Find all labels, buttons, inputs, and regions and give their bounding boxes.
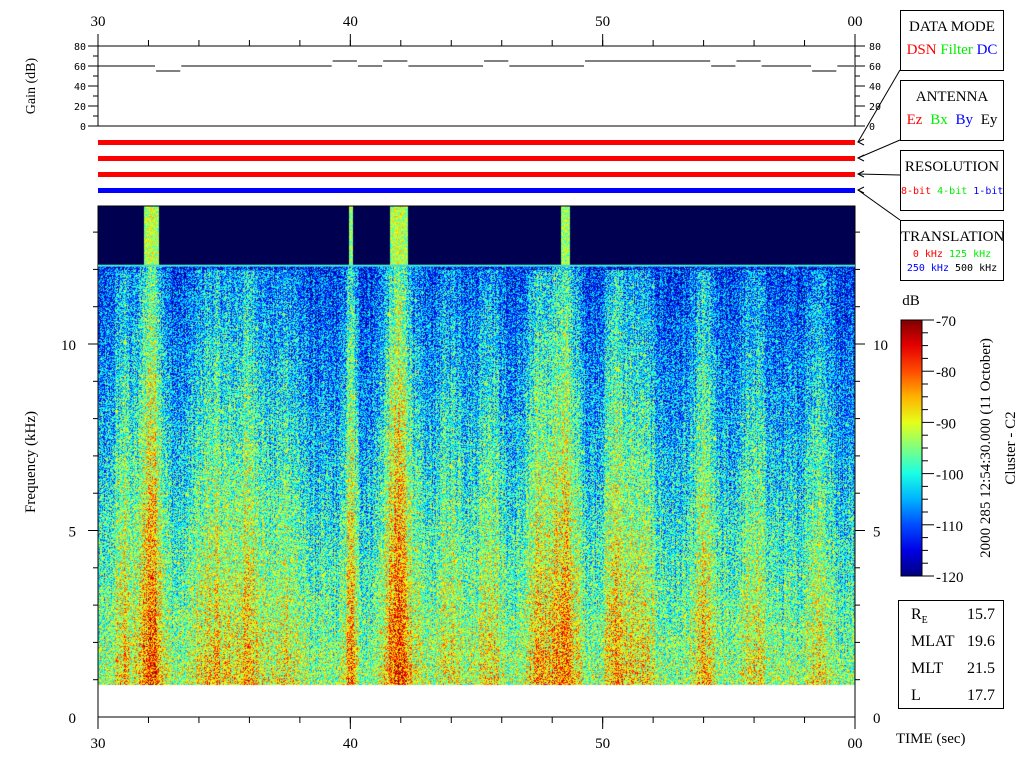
status-bar-resolution xyxy=(98,172,855,177)
info-row: RE 15.7 xyxy=(899,602,1003,628)
info-label: MLAT xyxy=(911,633,955,650)
info-row: L 17.7 xyxy=(899,683,1003,709)
time-tick-label-top: 50 xyxy=(595,14,610,30)
info-label: MLT xyxy=(911,660,944,677)
time-tick-label-top: 00 xyxy=(848,14,863,30)
resolution-title: RESOLUTION xyxy=(904,159,1000,175)
arrow-icon xyxy=(856,170,865,178)
legend-item: 0 kHz xyxy=(912,249,943,260)
time-tick-label: 30 xyxy=(91,736,106,752)
legend-item: 125 kHz xyxy=(948,249,992,260)
translation-legend: TRANSLATION 0 kHz 125 kHz 250 kHz 500 kH… xyxy=(900,220,1004,281)
info-row: MLAT 19.6 xyxy=(899,629,1003,655)
data-mode-legend: DATA MODE DSN Filter DC xyxy=(900,10,1004,71)
status-bar-translation xyxy=(98,188,855,193)
arrow-icon xyxy=(856,154,865,162)
info-label: L xyxy=(911,687,921,704)
legend-item: 8-bit xyxy=(901,186,932,197)
side-title: 2000 285 12:54:30.000 (11 October) xyxy=(978,338,994,558)
legend-item: DC xyxy=(976,42,998,58)
spacecraft-label: Cluster - C2 xyxy=(1003,411,1019,484)
info-value: 21.5 xyxy=(967,660,995,677)
time-tick-label-top: 40 xyxy=(343,14,358,30)
legend-item: Bx xyxy=(930,112,948,128)
freq-axis-label: Frequency (kHz) xyxy=(23,411,39,513)
translation-title: TRANSLATION xyxy=(901,229,1005,245)
colorbar-tick-label: -120 xyxy=(936,570,964,586)
gain-tick-label: 40 xyxy=(74,82,86,93)
time-tick-label: 40 xyxy=(343,736,358,752)
status-bar-data-mode xyxy=(98,140,855,145)
colorbar-tick-label: -110 xyxy=(936,519,963,535)
gain-tick-label: 60 xyxy=(869,62,881,73)
gain-tick-label: 0 xyxy=(80,122,86,133)
legend-item: DSN xyxy=(906,42,937,58)
time-axis-label: TIME (sec) xyxy=(896,731,966,747)
arrow-icon xyxy=(856,186,865,194)
legend-item: 4-bit xyxy=(937,186,968,197)
info-value: 15.7 xyxy=(967,606,995,623)
info-row: MLT 21.5 xyxy=(899,656,1003,682)
gain-tick-label: 40 xyxy=(869,82,881,93)
orbit-info-box: RE 15.7 MLAT 19.6 MLT 21.5 L 17.7 xyxy=(898,600,1004,709)
gain-tick-label: 80 xyxy=(869,42,881,53)
colorbar-label: dB xyxy=(902,293,920,309)
legend-item: 250 kHz xyxy=(906,263,949,274)
gain-axis-label: Gain (dB) xyxy=(24,57,39,114)
freq-tick-label: 0 xyxy=(69,711,77,727)
arrow-icon xyxy=(856,138,865,146)
colorbar-tick-label: -80 xyxy=(936,365,956,381)
legend-connector xyxy=(857,173,901,176)
freq-tick-label: 0 xyxy=(873,711,881,727)
gain-tick-label: 20 xyxy=(74,102,86,113)
legend-item: Ey xyxy=(980,112,998,128)
spectrogram-frame xyxy=(97,205,856,718)
info-value: 19.6 xyxy=(967,633,995,650)
info-label: RE xyxy=(911,606,928,627)
legend-item: Ez xyxy=(906,112,923,128)
colorbar-tick-label: -100 xyxy=(936,468,964,484)
legend-connector xyxy=(857,189,901,221)
status-bar-antenna xyxy=(98,156,855,161)
gain-tick-label: 0 xyxy=(869,122,875,133)
antenna-legend: ANTENNA Ez Bx By Ey xyxy=(900,80,1004,141)
legend-item: Filter xyxy=(940,42,973,58)
time-tick-label: 50 xyxy=(595,736,610,752)
time-tick-label: 00 xyxy=(848,736,863,752)
data-mode-title: DATA MODE xyxy=(909,19,995,35)
freq-tick-label: 5 xyxy=(69,525,77,541)
colorbar xyxy=(900,319,923,577)
freq-tick-label: 5 xyxy=(873,525,881,541)
freq-tick-label: 10 xyxy=(61,338,76,354)
legend-connector xyxy=(857,69,901,143)
gain-tick-label: 60 xyxy=(74,62,86,73)
legend-connector xyxy=(857,139,901,159)
gain-tick-label: 80 xyxy=(74,42,86,53)
legend-item: 1-bit xyxy=(973,186,1004,197)
colorbar-tick-label: -70 xyxy=(936,314,956,330)
resolution-legend: RESOLUTION 8-bit 4-bit 1-bit xyxy=(900,150,1004,211)
legend-item: 500 kHz xyxy=(955,263,998,274)
spectrogram xyxy=(98,206,855,717)
time-tick-label-top: 30 xyxy=(91,14,106,30)
antenna-title: ANTENNA xyxy=(915,89,989,105)
colorbar-tick-label: -90 xyxy=(936,416,956,432)
legend-item: By xyxy=(955,112,973,128)
gain-tick-label: 20 xyxy=(869,102,881,113)
info-value: 17.7 xyxy=(967,687,995,704)
freq-tick-label: 10 xyxy=(873,338,888,354)
